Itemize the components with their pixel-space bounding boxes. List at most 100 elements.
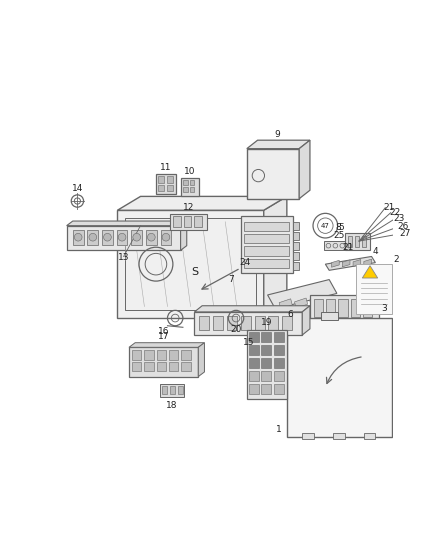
Bar bbox=[339, 299, 348, 317]
Text: 20: 20 bbox=[230, 325, 242, 334]
Bar bbox=[169, 350, 178, 360]
Circle shape bbox=[162, 233, 170, 241]
Bar bbox=[181, 350, 191, 360]
Text: 5: 5 bbox=[338, 223, 344, 232]
Bar bbox=[194, 216, 202, 227]
Bar bbox=[274, 358, 284, 368]
Bar bbox=[199, 316, 209, 329]
Bar bbox=[160, 384, 184, 398]
Bar bbox=[194, 312, 302, 335]
Bar bbox=[261, 332, 272, 342]
Bar bbox=[73, 230, 84, 245]
Bar bbox=[268, 316, 279, 329]
Polygon shape bbox=[325, 256, 375, 270]
Polygon shape bbox=[279, 299, 292, 309]
Bar bbox=[227, 316, 237, 329]
Bar bbox=[274, 345, 284, 355]
Text: 47: 47 bbox=[321, 223, 330, 229]
Bar bbox=[162, 386, 167, 394]
Bar bbox=[180, 178, 199, 196]
Bar bbox=[247, 329, 287, 399]
Text: 18: 18 bbox=[166, 401, 178, 409]
Text: 25: 25 bbox=[333, 231, 345, 240]
Polygon shape bbox=[310, 297, 323, 308]
Polygon shape bbox=[362, 265, 378, 278]
Polygon shape bbox=[364, 259, 371, 266]
Polygon shape bbox=[264, 196, 287, 318]
Bar bbox=[157, 362, 166, 371]
Polygon shape bbox=[67, 225, 180, 251]
Bar bbox=[132, 350, 141, 360]
Bar bbox=[244, 246, 289, 256]
Text: 21: 21 bbox=[383, 203, 395, 212]
Bar bbox=[129, 348, 198, 377]
Bar bbox=[346, 233, 370, 251]
Bar bbox=[293, 252, 299, 260]
Polygon shape bbox=[129, 343, 205, 348]
Bar bbox=[282, 316, 292, 329]
Bar bbox=[213, 316, 223, 329]
Text: 2: 2 bbox=[393, 255, 399, 264]
Polygon shape bbox=[302, 306, 310, 335]
Polygon shape bbox=[198, 343, 205, 377]
Circle shape bbox=[89, 233, 97, 241]
Bar bbox=[184, 216, 191, 227]
Bar bbox=[274, 371, 284, 381]
Bar bbox=[145, 362, 154, 371]
Bar bbox=[293, 222, 299, 230]
Bar bbox=[244, 234, 289, 244]
Polygon shape bbox=[180, 221, 187, 251]
Text: 16: 16 bbox=[158, 327, 170, 336]
Bar bbox=[167, 185, 173, 191]
Text: 26: 26 bbox=[397, 222, 409, 231]
Text: 19: 19 bbox=[261, 318, 272, 327]
Text: 23: 23 bbox=[393, 214, 405, 223]
Bar bbox=[173, 216, 180, 227]
Bar bbox=[293, 232, 299, 239]
Polygon shape bbox=[117, 210, 264, 318]
Bar bbox=[287, 318, 392, 438]
Bar bbox=[177, 386, 183, 394]
Bar bbox=[249, 332, 259, 342]
Bar bbox=[183, 180, 187, 185]
Text: 15: 15 bbox=[243, 338, 254, 347]
Text: 12: 12 bbox=[183, 204, 194, 213]
Text: 6: 6 bbox=[288, 310, 293, 319]
Bar bbox=[181, 362, 191, 371]
Text: 24: 24 bbox=[239, 258, 250, 267]
Bar bbox=[361, 237, 366, 247]
Bar bbox=[146, 230, 157, 245]
Bar bbox=[324, 241, 355, 251]
Bar bbox=[240, 216, 293, 273]
Bar bbox=[244, 259, 289, 268]
Bar bbox=[326, 299, 336, 317]
Polygon shape bbox=[268, 280, 337, 309]
Bar bbox=[302, 433, 314, 439]
Bar bbox=[117, 230, 127, 245]
Text: S: S bbox=[191, 267, 198, 277]
Bar bbox=[167, 176, 173, 182]
Bar bbox=[355, 237, 359, 247]
Bar bbox=[169, 362, 178, 371]
Circle shape bbox=[148, 233, 155, 241]
Bar bbox=[254, 316, 265, 329]
Bar bbox=[314, 299, 323, 317]
Bar bbox=[261, 345, 272, 355]
Bar bbox=[158, 185, 164, 191]
Bar bbox=[249, 384, 259, 394]
Polygon shape bbox=[332, 260, 339, 267]
Polygon shape bbox=[247, 140, 310, 149]
Bar bbox=[88, 230, 98, 245]
Text: 8: 8 bbox=[336, 223, 341, 232]
Bar bbox=[310, 295, 379, 322]
Circle shape bbox=[103, 233, 111, 241]
Bar bbox=[249, 358, 259, 368]
Bar bbox=[244, 222, 289, 231]
Circle shape bbox=[118, 233, 126, 241]
Text: 4: 4 bbox=[373, 247, 378, 256]
Bar bbox=[364, 433, 375, 439]
Bar bbox=[170, 214, 207, 230]
Text: 13: 13 bbox=[118, 254, 129, 262]
Polygon shape bbox=[117, 196, 287, 210]
Bar bbox=[170, 386, 175, 394]
